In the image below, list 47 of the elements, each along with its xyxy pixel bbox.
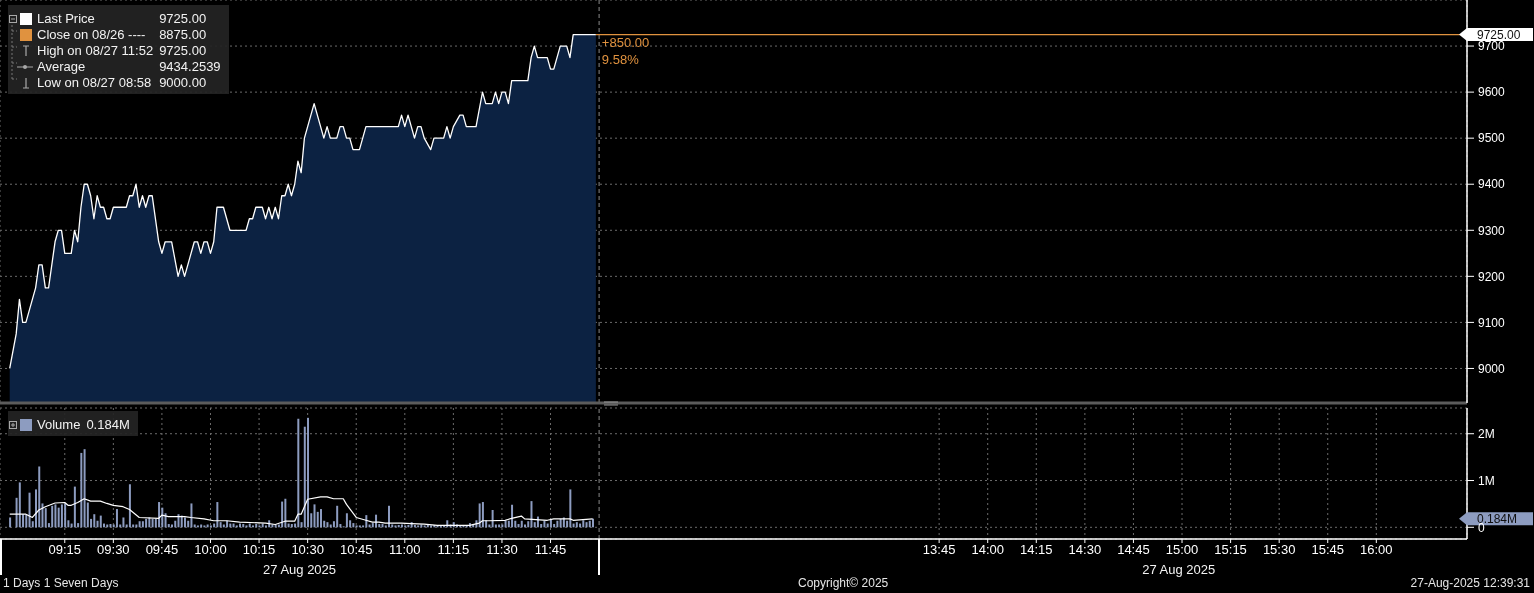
y-tick-label: 9200 bbox=[1478, 269, 1506, 284]
annotation: High on 08/27 11:52 9725.00 bbox=[37, 43, 208, 59]
annotation: Low on 08/27 08:58 9000.00 bbox=[37, 75, 208, 91]
annotation: Close on 08/26 ---- 8875.00 bbox=[37, 27, 208, 43]
x-tick-label: 14:15 bbox=[1020, 542, 1053, 558]
y-tick-label: 2M bbox=[1478, 426, 1495, 441]
y-tick-label: 9400 bbox=[1478, 177, 1506, 192]
x-tick-label: 10:45 bbox=[339, 542, 373, 558]
x-tick-label: 14:00 bbox=[971, 542, 1004, 558]
y-tick-label: 9100 bbox=[1478, 315, 1506, 330]
y-tick-label: 9000 bbox=[1478, 361, 1506, 376]
x-tick-label: 10:30 bbox=[291, 542, 324, 558]
text: Average 9434.2539 bbox=[37, 59, 221, 74]
x-tick-label: 11:30 bbox=[486, 542, 518, 558]
x-tick-label: 11:15 bbox=[437, 542, 470, 558]
text: 27 Aug 2025 bbox=[1142, 562, 1216, 577]
x-axis-title: 27 Aug 2025 bbox=[262, 562, 338, 578]
text: 27-Aug-2025 12:39:31 bbox=[1410, 576, 1530, 590]
annotation: +850.00 bbox=[601, 34, 650, 50]
x-tick-label: 09:45 bbox=[145, 542, 179, 558]
ref-line-label: 9725.00 bbox=[1477, 27, 1521, 42]
x-tick-label: 15:00 bbox=[1165, 542, 1199, 558]
legend-label: Last Price bbox=[37, 11, 96, 27]
annotation: 9725.00 bbox=[159, 11, 208, 27]
x-tick-label: 15:15 bbox=[1214, 542, 1247, 558]
x-tick-label: 11:00 bbox=[389, 542, 421, 558]
x-tick-label: 11:45 bbox=[534, 542, 567, 558]
text: 1 Days 1 Seven Days bbox=[3, 576, 119, 590]
text: Copyright© 2025 bbox=[798, 576, 889, 590]
x-tick-label: 10:00 bbox=[194, 542, 227, 558]
y-tick-label: 9700 bbox=[1478, 39, 1506, 54]
x-tick-label: 15:30 bbox=[1262, 542, 1296, 558]
x-tick-label: 09:30 bbox=[97, 542, 130, 558]
x-tick-label: 15:45 bbox=[1311, 542, 1345, 558]
y-tick-label: 9500 bbox=[1478, 131, 1506, 146]
x-tick-label: 14:45 bbox=[1117, 542, 1150, 558]
legend-label: Volume bbox=[37, 417, 81, 433]
x-tick-label: 09:15 bbox=[48, 542, 82, 558]
annotation: 0.184M bbox=[86, 417, 130, 433]
x-tick-label: 13:45 bbox=[922, 542, 956, 558]
y-tick-label: 9600 bbox=[1478, 85, 1506, 100]
x-tick-label: 16:00 bbox=[1360, 542, 1393, 558]
y-tick-label: 1M bbox=[1478, 473, 1495, 488]
x-tick-label: 10:15 bbox=[242, 542, 276, 558]
y-tick-label: 9300 bbox=[1478, 223, 1506, 238]
x-tick-label: 14:30 bbox=[1068, 542, 1102, 558]
annotation: 9.58% bbox=[601, 51, 640, 67]
